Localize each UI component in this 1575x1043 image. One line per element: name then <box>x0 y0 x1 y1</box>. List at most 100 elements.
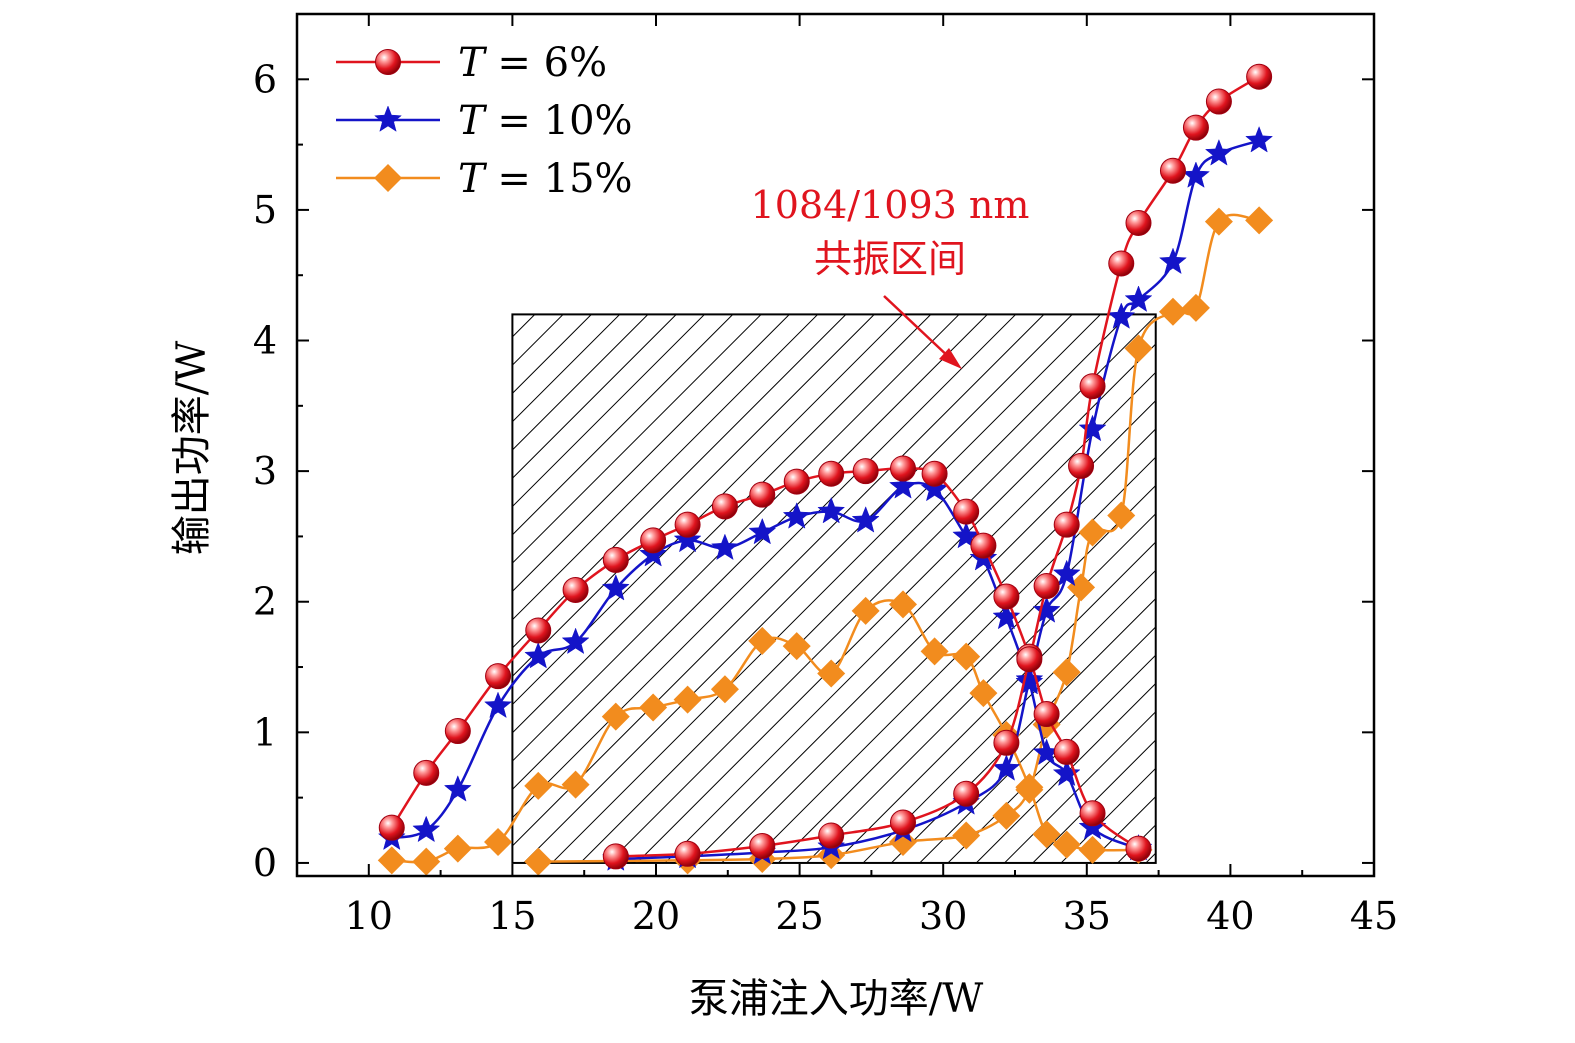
y-tick-label-0: 0 <box>253 841 277 885</box>
series-1-point <box>970 532 997 559</box>
series-3-point <box>920 637 949 666</box>
y-tick-label-4: 4 <box>253 319 277 363</box>
legend-marker-2 <box>374 105 402 132</box>
series-3-point <box>969 679 998 708</box>
series-3-point <box>782 632 811 661</box>
series-2-point <box>1245 126 1274 153</box>
series-1-point <box>1053 738 1080 765</box>
series-2-point <box>639 540 668 567</box>
x-tick-label-10: 10 <box>345 894 393 938</box>
series-2-point <box>1107 302 1136 329</box>
series-2-point <box>1181 161 1210 188</box>
series-1-point <box>525 617 552 644</box>
series-2-point <box>1032 596 1061 623</box>
series-3-point <box>888 590 917 619</box>
legend-marker-1 <box>375 49 401 75</box>
series-2-point <box>748 517 777 545</box>
series-2-point <box>1078 414 1107 442</box>
legend-label-value: = 15% <box>485 156 633 202</box>
series-layer <box>377 63 1274 876</box>
series-1-point <box>921 460 948 487</box>
legend-marker-3 <box>374 164 402 192</box>
series-3-point <box>524 771 553 800</box>
series-2 <box>377 126 1274 871</box>
series-1-point <box>818 460 845 487</box>
series-1-point <box>1246 63 1273 90</box>
series-1-point <box>1079 800 1106 827</box>
series-1-point <box>413 759 440 786</box>
x-tick-label-20: 20 <box>632 894 680 938</box>
series-1-point <box>1016 646 1043 673</box>
x-tick-label-25: 25 <box>775 894 823 938</box>
series-1 <box>378 63 1273 870</box>
series-1-point <box>953 498 980 525</box>
series-3-point <box>443 834 472 863</box>
series-3-point <box>484 828 513 857</box>
y-tick-label-1: 1 <box>253 710 277 754</box>
series-3-point <box>1158 297 1187 326</box>
series-1-point <box>852 458 879 485</box>
series-3-point <box>1052 830 1081 859</box>
series-2-point <box>1124 285 1153 312</box>
series-2-point <box>1052 559 1081 587</box>
x-tick-label-35: 35 <box>1063 894 1111 938</box>
series-1-point <box>953 780 980 807</box>
series-3-point <box>888 828 917 857</box>
series-1-point <box>640 527 667 554</box>
series-3-point <box>748 626 777 655</box>
series-1-point <box>674 511 701 538</box>
series-2-point <box>782 502 811 529</box>
legend: T = 6% T = 10% T = 15% <box>336 40 633 202</box>
series-3-point <box>710 675 739 704</box>
region-annotation: 1084/1093 nm 共振区间 <box>751 183 1029 369</box>
legend-label-3: T = 15% <box>458 156 633 202</box>
series-3-point <box>561 770 590 799</box>
series-2-point <box>524 641 553 669</box>
y-tick-label-6: 6 <box>253 57 277 101</box>
x-tick-label-45: 45 <box>1350 894 1398 938</box>
series-3-point <box>1078 518 1107 547</box>
series-3-point <box>992 801 1021 830</box>
legend-label-value: = 10% <box>485 98 633 144</box>
series-1-point <box>1182 114 1209 141</box>
series-1-point <box>1125 209 1152 236</box>
series-1-point <box>1079 373 1106 400</box>
series-3-point <box>1245 206 1274 235</box>
legend-label-2: T = 10% <box>458 98 633 144</box>
series-2-point <box>412 815 441 843</box>
series-1-point <box>444 718 471 745</box>
series-1-point <box>1053 511 1080 538</box>
series-1-point <box>749 832 776 859</box>
legend-label-value: = 6% <box>485 40 607 86</box>
x-tick-label-15: 15 <box>488 894 536 938</box>
series-2-point <box>1052 759 1081 787</box>
series-1-point <box>485 663 512 690</box>
series-2-point <box>561 627 590 655</box>
series-2-point <box>992 602 1021 630</box>
series-3-point <box>377 846 406 875</box>
series-3-point <box>1107 501 1136 530</box>
series-1-point <box>711 493 738 520</box>
series-3-point <box>601 702 630 731</box>
series-3-point <box>1067 573 1096 602</box>
series-1-point <box>602 546 629 573</box>
series-1-point <box>889 809 916 836</box>
series-2-point <box>992 754 1021 781</box>
series-1-point <box>1205 88 1232 115</box>
y-axis-title: 输出功率/W <box>169 341 215 556</box>
series-3-point <box>1124 334 1153 363</box>
series-2-point <box>710 533 739 561</box>
series-1-point <box>1033 701 1060 728</box>
series-3-point <box>1078 835 1107 864</box>
series-3-point <box>1015 775 1044 804</box>
series-3-point <box>1052 658 1081 687</box>
series-2-point <box>1015 665 1044 692</box>
legend-label-var: T <box>458 156 488 202</box>
y-tick-label-3: 3 <box>253 449 277 493</box>
region-arrow-shaft <box>883 295 953 361</box>
series-2-point <box>1158 247 1187 275</box>
series-1-point <box>1068 452 1095 479</box>
series-1-point <box>783 468 810 495</box>
series-3-point <box>851 596 880 625</box>
